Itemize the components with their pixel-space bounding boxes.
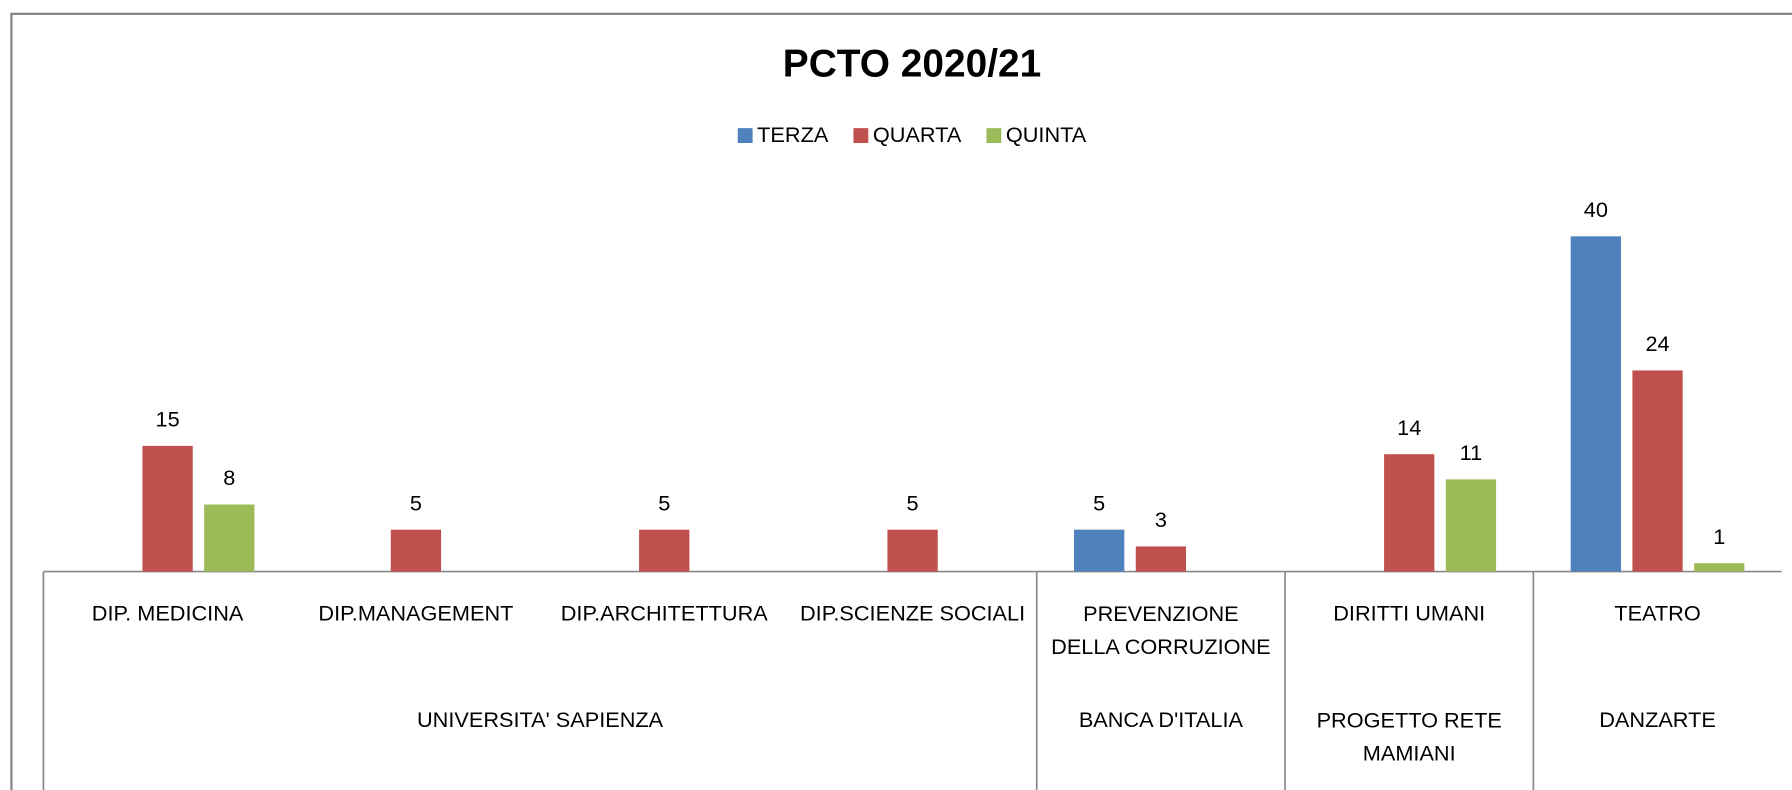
chart-border — [10, 12, 1792, 790]
x-tick-label: TEATRO — [1614, 601, 1700, 626]
bar — [1074, 529, 1125, 572]
group-label: DANZARTE — [1599, 707, 1716, 732]
legend-label: QUARTA — [873, 122, 962, 147]
bar — [142, 445, 193, 572]
chart-title: PCTO 2020/21 — [783, 43, 1041, 86]
data-label: 1 — [1713, 524, 1725, 549]
bar — [887, 529, 938, 572]
bar — [639, 529, 690, 572]
data-label: 15 — [156, 406, 180, 431]
bar — [204, 504, 255, 572]
data-label: 5 — [907, 490, 919, 515]
x-tick-label: DIRITTI UMANI — [1333, 601, 1485, 626]
x-tick-label: DIP. MEDICINA — [92, 601, 244, 626]
x-tick-label: DIP.SCIENZE SOCIALI — [800, 601, 1025, 626]
legend-swatch — [986, 128, 1002, 143]
bar — [1632, 370, 1683, 572]
bar — [1445, 479, 1497, 572]
legend-swatch — [853, 128, 869, 143]
data-label: 5 — [1093, 490, 1105, 515]
data-label: 40 — [1584, 197, 1608, 222]
data-label: 14 — [1397, 415, 1421, 440]
group-label: UNIVERSITA' SAPIENZA — [417, 707, 664, 732]
legend-swatch — [737, 128, 753, 143]
group-label: PROGETTO RETE MAMIANI — [1317, 707, 1502, 765]
group-label: BANCA D'ITALIA — [1079, 707, 1244, 732]
data-label: 24 — [1645, 331, 1669, 356]
x-tick-label: DIP.MANAGEMENT — [318, 601, 513, 626]
x-tick-label: PREVENZIONE DELLA CORRUZIONE — [1051, 601, 1271, 659]
legend-label: TERZA — [757, 122, 829, 147]
bar — [1135, 546, 1187, 572]
bar — [1384, 454, 1435, 572]
data-label: 8 — [223, 465, 235, 490]
data-label: 5 — [410, 490, 422, 515]
data-label: 11 — [1460, 440, 1483, 465]
legend-label: QUINTA — [1006, 122, 1087, 147]
data-label: 5 — [658, 490, 670, 515]
bar — [1570, 236, 1621, 572]
bar — [390, 529, 442, 572]
bar — [1694, 563, 1745, 572]
data-label: 3 — [1155, 507, 1167, 532]
x-tick-label: DIP.ARCHITETTURA — [561, 601, 769, 626]
